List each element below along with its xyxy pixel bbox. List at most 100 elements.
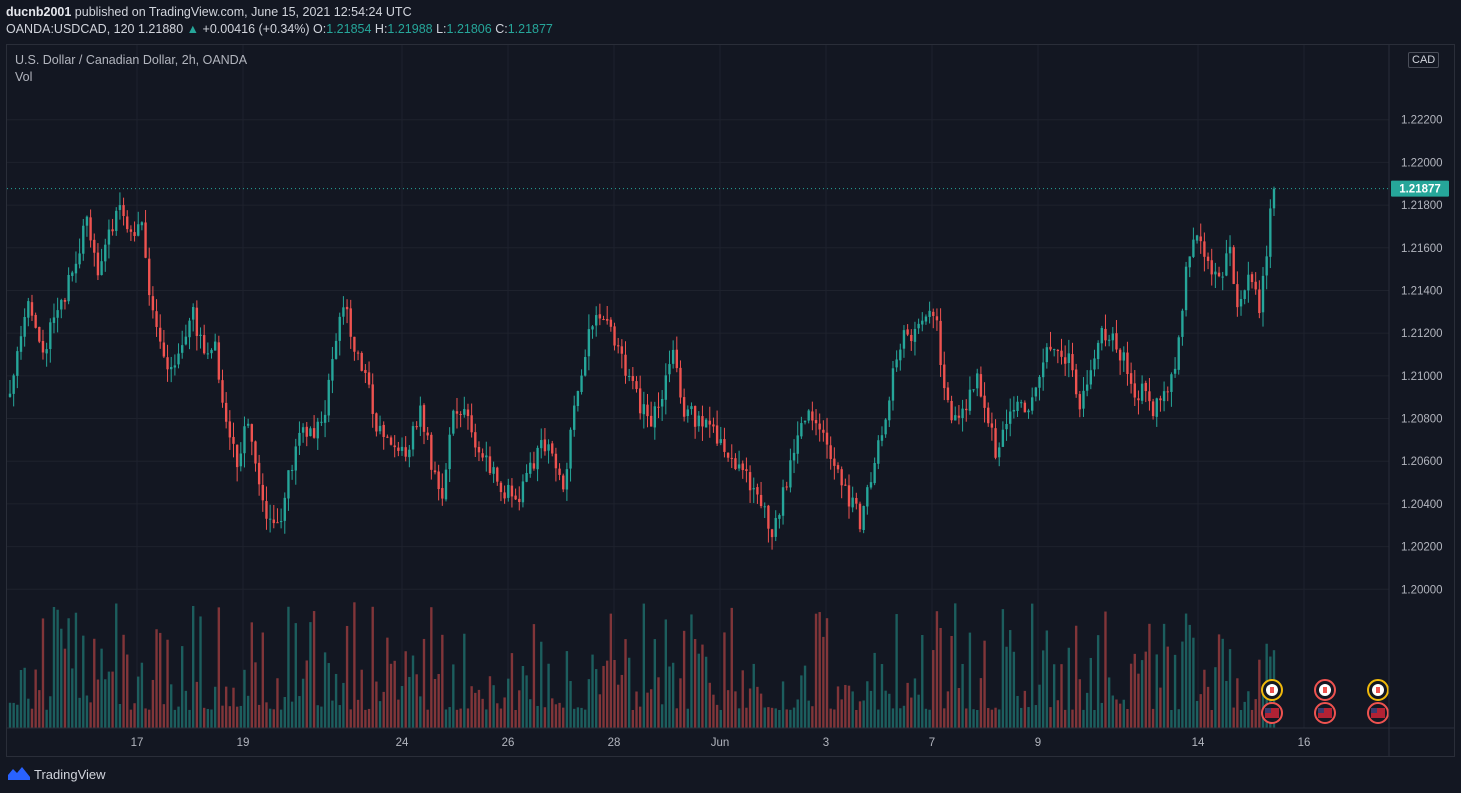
candle-body [459,414,462,416]
candle-body [884,419,887,435]
candle-body [305,426,308,437]
volume-bar [437,674,440,728]
volume-bar [38,690,41,728]
candle-body [250,424,253,442]
volume-bar [1082,709,1085,728]
candlestick-chart[interactable]: 1.21877 1.200001.202001.204001.206001.20… [0,0,1461,757]
volume-bar [19,670,23,728]
candle-body [767,505,770,529]
volume-bar [1214,667,1217,728]
volume-bar [349,709,352,728]
candle-body [71,272,74,276]
volume-bar [1243,701,1246,728]
flag-us-canton-icon [1371,708,1377,713]
candle-body [433,470,437,473]
candle-body [778,515,781,519]
candle-body [770,529,774,538]
candle-body [181,345,184,353]
legend-volume[interactable]: Vol [15,70,33,84]
candle-body [851,497,854,508]
candle-body [825,432,829,445]
volume-bar [697,653,700,728]
volume-bar [847,685,851,728]
candle-body [1034,387,1038,397]
volume-bar [1144,651,1147,728]
volume-bar [748,688,752,728]
volume-bar [1115,699,1118,728]
volume-bar [822,636,825,728]
volume-bar [411,655,415,728]
candle-body [1118,349,1122,361]
volume-bar [913,678,917,728]
volume-bar [507,678,510,728]
volume-bar [811,706,814,728]
candle-body [206,353,210,355]
tradingview-brand[interactable]: TradingView [34,767,106,782]
tradingview-logo-icon[interactable] [8,766,30,780]
volume-bar [609,613,613,728]
candle-body [331,359,334,381]
candles [8,186,1276,550]
volume-bar [1232,707,1235,728]
candle-body [803,420,807,423]
axes: 1.20000 1.20200 1.20400 1.20600 1.20800 1.210… [7,45,1455,757]
candle-body [199,334,202,337]
candle-body [551,443,554,454]
volume-bar [946,691,950,728]
candle-body [1045,347,1049,363]
candle-body [616,345,620,347]
volume-bar [107,671,111,728]
volume-bar [184,690,188,728]
volume-bar [41,618,45,728]
candle-body [345,306,349,310]
volume-bar [653,639,657,728]
currency-badge[interactable]: CAD [1408,52,1440,68]
volume-bar [642,603,646,728]
volume-bar [917,694,920,728]
volume-bar [96,679,100,728]
volume-bar [584,709,587,728]
volume-bar [228,706,232,728]
candle-body [807,410,810,421]
candle-body [1214,271,1217,275]
candle-body [598,314,602,319]
volume-bar [206,708,210,728]
volume-bar [983,640,986,728]
candle-body [1016,401,1019,411]
candle-body [653,406,657,428]
candle-body [613,326,616,346]
x-tick-label: 28 [608,737,621,749]
volume-bar [173,709,177,728]
volume-bar [1155,654,1158,728]
candle-body [1254,281,1257,290]
volume-bar [268,708,272,728]
volume-bar [899,708,902,728]
volume-bar [279,709,283,728]
candle-body [961,408,964,419]
candle-body [880,435,884,441]
volume-bar [485,709,488,728]
candle-body [734,458,737,470]
volume-bar [620,674,624,728]
candle-body [419,405,422,427]
author-name[interactable]: ducnb2001 [6,5,72,19]
volume-bar [1045,630,1049,728]
candle-body [100,261,103,276]
candle-body [23,316,26,337]
volume-bar [807,700,810,728]
y-tick-label: 1.20800 [1401,414,1443,426]
close-label: C: [495,22,508,36]
volume-bar [56,609,59,728]
volume-bar [635,691,638,728]
volume-bar [419,696,422,728]
candle-body [895,359,898,368]
volume-bar [1052,664,1056,728]
candle-body [426,432,429,436]
candle-body [492,467,495,474]
legend-title[interactable]: U.S. Dollar / Canadian Dollar, 2h, OANDA [15,53,248,67]
volume-bar [573,708,576,728]
candle-body [741,463,744,471]
economic-events[interactable] [1261,679,1389,724]
candle-body [16,351,19,376]
candle-body [946,387,950,401]
